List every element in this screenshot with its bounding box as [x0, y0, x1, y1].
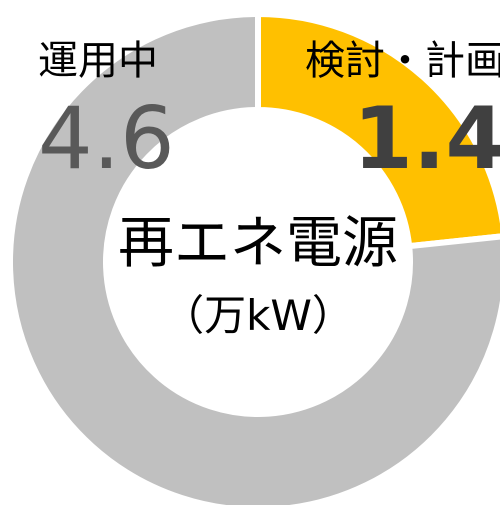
donut	[7, 10, 500, 505]
category-label: 検討・計画	[305, 38, 500, 84]
donut-segment	[255, 10, 500, 250]
center-subtitle: （万kW）	[162, 291, 354, 340]
donut-segment	[7, 10, 500, 505]
center-title: 再エネ電源	[118, 211, 398, 276]
value-label: 1.4	[353, 89, 500, 189]
value-label: 4.6	[38, 89, 175, 189]
category-label: 運用中	[38, 38, 158, 84]
